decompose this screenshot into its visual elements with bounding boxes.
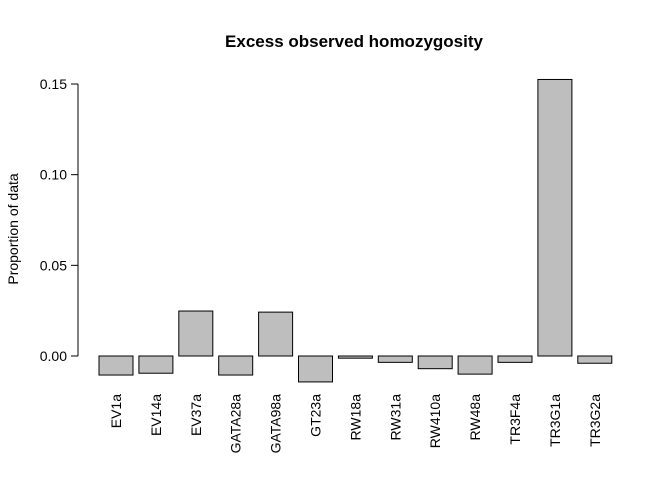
bar-rw18a [337,355,373,359]
category-label: TR3G1a [547,394,563,447]
bar-gata98a [258,311,294,357]
bar-rw48a [457,355,493,375]
y-tick-label: 0.10 [40,167,67,183]
chart-title: Excess observed homozygosity [225,32,483,51]
category-labels: EV1a EV14a EV37a GATA28a GATA98a GT23a RW18a RW… [108,394,603,454]
category-label: TR3G2a [587,394,603,447]
category-label: RW31a [387,394,403,441]
bar-gt23a [298,355,333,383]
y-tick-label: 0.15 [40,76,67,92]
category-label: EV14a [148,394,164,436]
category-label: RW410a [427,394,443,448]
bar-tr3g2a [577,355,613,364]
y-ticks: 0.00 0.05 0.10 0.15 [40,76,78,364]
bar-gata28a [218,355,254,376]
bar-tr3g1a [537,78,573,357]
bars [98,78,613,383]
bar-ev14a [138,355,174,374]
bar-tr3f4a [497,355,533,363]
category-label: RW48a [467,394,483,441]
y-tick-label: 0.05 [40,257,67,273]
category-label: RW18a [347,394,363,441]
category-label: GT23a [308,394,324,437]
category-label: EV37a [188,394,204,436]
category-label: EV1a [108,394,124,428]
category-label: GATA28a [228,394,244,454]
bar-rw410a [417,355,453,370]
category-label: TR3F4a [507,394,523,445]
y-axis-label: Proportion of data [5,173,21,285]
category-label: GATA98a [268,394,284,454]
bar-rw31a [377,355,413,363]
bar-ev1a [98,355,134,376]
y-tick-label: 0.00 [40,348,67,364]
bar-ev37a [178,310,214,357]
